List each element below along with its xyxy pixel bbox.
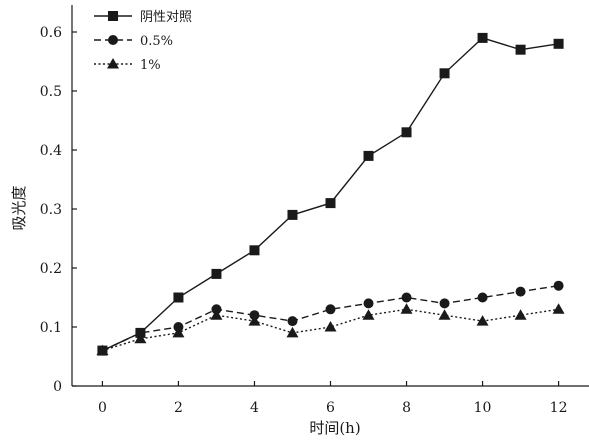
series-layer [96,32,565,356]
data-point [438,309,451,320]
data-point [173,292,184,303]
y-ticks: 0 0.1 0.2 0.3 0.4 0.5 0.6 [40,25,77,395]
y-tick-label: 0.3 [40,202,62,218]
data-point [362,309,375,320]
x-ticks: 0 2 4 6 8 10 12 [98,381,568,416]
data-point [134,332,147,344]
y-axis-label: 吸光度 [10,185,28,230]
data-point [439,68,450,79]
data-point [553,280,564,291]
data-point [287,316,298,327]
data-point [553,38,564,49]
y-tick-label: 0.6 [40,25,62,41]
data-point [172,326,185,338]
series-circle [97,280,564,356]
data-point [324,321,337,332]
data-point [401,127,412,138]
legend-marker [108,11,118,21]
data-point [477,292,488,303]
data-point [552,303,565,314]
x-tick-label: 12 [550,400,568,416]
data-point [400,303,413,314]
series-line [102,37,559,352]
x-tick-label: 0 [98,400,107,416]
data-point [325,304,336,315]
data-point [249,245,260,256]
data-point [515,44,526,55]
data-point [325,198,336,209]
data-point [211,268,222,279]
legend-marker [108,35,118,45]
y-tick-label: 0.1 [40,320,62,336]
legend-item: 1% [94,58,161,73]
data-point [287,209,298,220]
data-point [248,315,261,326]
y-tick-label: 0.2 [40,261,62,277]
legend-item: 0.5% [94,34,173,49]
legend-label: 0.5% [140,34,173,49]
x-tick-label: 6 [326,400,335,416]
data-point [210,309,223,320]
data-point [363,150,374,161]
data-point [515,286,526,297]
series-line [102,285,559,352]
y-tick-label: 0 [53,379,62,395]
y-tick-label: 0.5 [40,84,62,100]
series-triangle [96,303,565,356]
y-tick-label: 0.4 [40,143,62,159]
legend-label: 1% [140,58,161,73]
data-point [514,309,527,320]
legend-marker [107,58,119,69]
x-axis-label: 时间(h) [309,419,360,437]
data-point [96,344,109,356]
x-tick-label: 2 [174,400,183,416]
data-point [439,298,450,309]
legend-label: 阴性对照 [140,10,192,25]
legend: 阴性对照 0.5% 1% [94,10,192,73]
data-point [286,326,299,338]
data-point [476,315,489,326]
data-point [401,292,412,303]
data-point [363,298,374,309]
x-tick-label: 8 [402,400,411,416]
x-tick-label: 10 [474,400,492,416]
legend-item: 阴性对照 [94,10,192,25]
data-point [477,32,488,43]
x-tick-label: 4 [250,400,259,416]
